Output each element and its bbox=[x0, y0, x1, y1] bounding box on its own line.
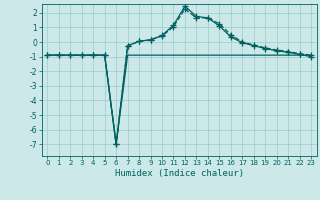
X-axis label: Humidex (Indice chaleur): Humidex (Indice chaleur) bbox=[115, 169, 244, 178]
